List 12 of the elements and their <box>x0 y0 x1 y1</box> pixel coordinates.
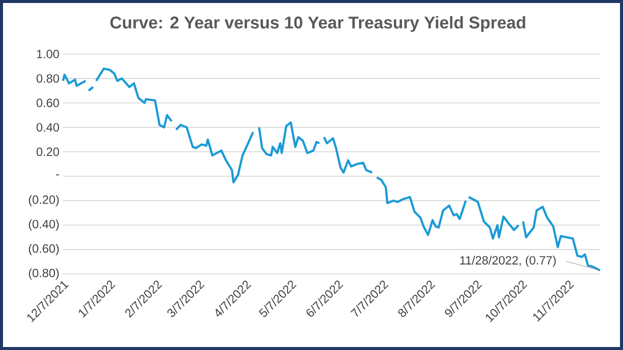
y-tick-label: (0.20) <box>28 195 59 206</box>
y-tick-label: (0.60) <box>28 244 59 256</box>
y-tick-label: (0.40) <box>28 220 59 231</box>
y-tick-label: 0.80 <box>36 74 60 83</box>
y-tick-label: 1.00 <box>37 50 60 58</box>
chart-title: Curve: 2 Year versus 10 Year Treasury Yield Spread <box>110 16 526 32</box>
y-tick-label: - <box>56 174 59 176</box>
y-tick-label: (0.80) <box>28 268 59 280</box>
y-tick-label: 0.60 <box>36 98 60 108</box>
y-tick-label: 0.20 <box>36 148 60 156</box>
annotation: 11/28/2022, (0.77) <box>460 256 556 267</box>
y-tick-label: 0.40 <box>36 123 60 132</box>
